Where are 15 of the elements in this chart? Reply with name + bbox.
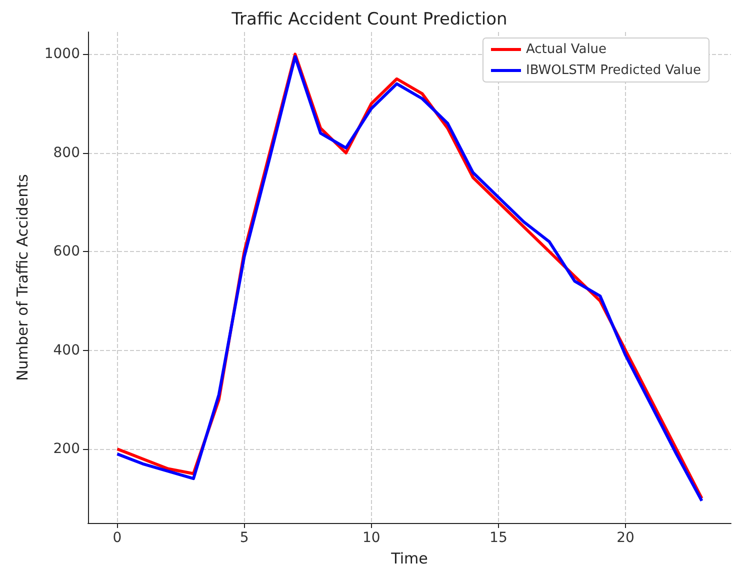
chart-title: Traffic Accident Count Prediction <box>230 10 508 30</box>
legend-label: IBWOLSTM Predicted Value <box>526 63 702 78</box>
y-tick-label: 800 <box>53 144 80 161</box>
x-tick-label: 10 <box>362 530 380 546</box>
y-axis-title: Number of Traffic Accidents <box>14 174 32 381</box>
x-tick-label: 0 <box>112 530 122 546</box>
legend-label: Actual Value <box>526 42 607 57</box>
y-tick-label: 600 <box>53 244 80 260</box>
x-tick-label: 20 <box>616 530 634 546</box>
y-tick-label: 200 <box>53 440 80 457</box>
x-tick-label: 15 <box>490 530 508 546</box>
x-tick-label: 5 <box>240 530 249 546</box>
y-tick-label: 1000 <box>44 46 80 62</box>
x-axis-title: Time <box>390 550 428 568</box>
y-tick-label: 400 <box>53 342 80 358</box>
